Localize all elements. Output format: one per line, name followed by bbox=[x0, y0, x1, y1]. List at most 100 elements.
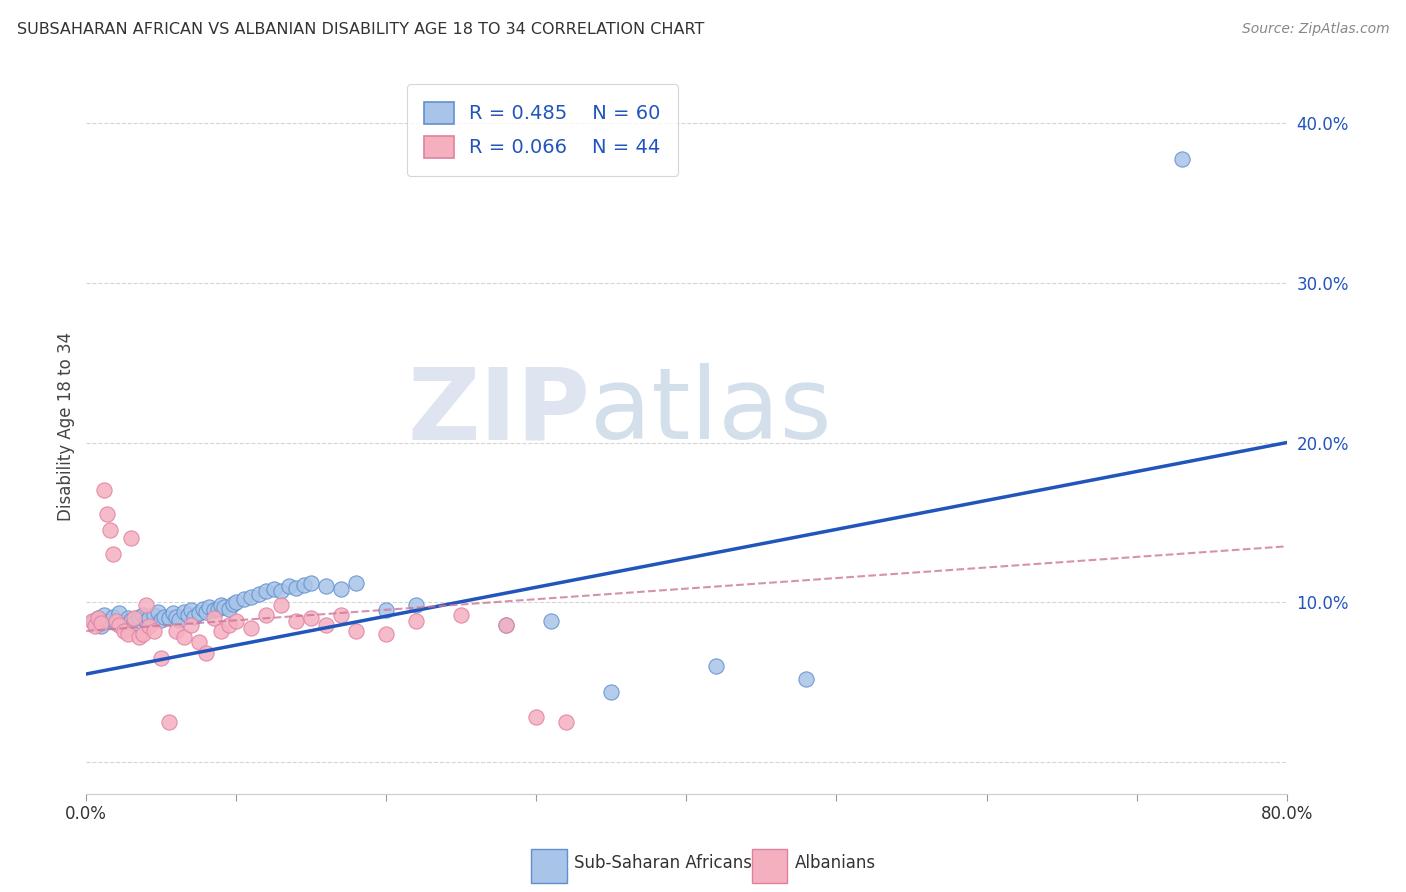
Point bbox=[495, 617, 517, 632]
Point bbox=[240, 591, 263, 605]
Point bbox=[330, 607, 353, 622]
Point bbox=[177, 607, 200, 622]
Point bbox=[157, 611, 180, 625]
Point bbox=[132, 607, 155, 622]
Point bbox=[180, 603, 202, 617]
Point bbox=[195, 605, 218, 619]
Point bbox=[135, 615, 157, 629]
Point bbox=[225, 615, 247, 629]
Point bbox=[142, 624, 165, 638]
Text: Sub-Saharan Africans: Sub-Saharan Africans bbox=[574, 855, 752, 872]
Point bbox=[83, 615, 105, 629]
Legend: R = 0.485    N = 60, R = 0.066    N = 44: R = 0.485 N = 60, R = 0.066 N = 44 bbox=[406, 84, 678, 176]
Point bbox=[375, 627, 398, 641]
Point bbox=[299, 611, 322, 625]
Point bbox=[450, 607, 472, 622]
Point bbox=[555, 714, 578, 729]
Point bbox=[165, 609, 187, 624]
Point bbox=[263, 582, 285, 597]
Point bbox=[84, 619, 107, 633]
Point bbox=[93, 607, 115, 622]
Point bbox=[165, 624, 187, 638]
Point bbox=[97, 615, 120, 629]
Point bbox=[232, 592, 254, 607]
Point bbox=[247, 587, 270, 601]
Point bbox=[108, 617, 131, 632]
Point bbox=[90, 615, 112, 630]
Point bbox=[180, 617, 202, 632]
Point bbox=[405, 599, 427, 613]
Point bbox=[292, 577, 315, 591]
Point bbox=[187, 607, 209, 621]
Point bbox=[187, 635, 209, 649]
Point bbox=[103, 547, 125, 561]
Point bbox=[108, 607, 131, 621]
Point bbox=[183, 609, 205, 624]
Point bbox=[96, 508, 118, 522]
Point bbox=[299, 576, 322, 591]
Point bbox=[240, 621, 263, 635]
Point bbox=[87, 611, 110, 625]
Text: atlas: atlas bbox=[591, 363, 832, 460]
Point bbox=[173, 605, 195, 619]
Point bbox=[202, 603, 225, 617]
Point bbox=[1170, 152, 1192, 166]
Point bbox=[526, 710, 548, 724]
Y-axis label: Disability Age 18 to 34: Disability Age 18 to 34 bbox=[58, 332, 75, 521]
Point bbox=[330, 582, 353, 597]
Point bbox=[209, 624, 232, 638]
Point bbox=[218, 601, 240, 615]
Point bbox=[105, 615, 128, 629]
Text: ZIP: ZIP bbox=[408, 363, 591, 460]
Point bbox=[153, 609, 176, 624]
Point bbox=[142, 607, 165, 622]
Point bbox=[315, 617, 337, 632]
Point bbox=[225, 595, 247, 609]
Point bbox=[82, 615, 104, 629]
Point bbox=[112, 617, 135, 632]
Point bbox=[148, 605, 170, 619]
Point bbox=[706, 659, 728, 673]
Text: Source: ZipAtlas.com: Source: ZipAtlas.com bbox=[1241, 22, 1389, 37]
Point bbox=[157, 714, 180, 729]
Point bbox=[128, 630, 150, 644]
Point bbox=[124, 611, 146, 625]
Text: Albanians: Albanians bbox=[794, 855, 876, 872]
Point bbox=[270, 599, 292, 613]
Point bbox=[162, 607, 184, 621]
Point bbox=[254, 607, 277, 622]
Point bbox=[375, 603, 398, 617]
Point bbox=[218, 617, 240, 632]
Point bbox=[150, 613, 173, 627]
Point bbox=[117, 627, 139, 641]
Point bbox=[132, 627, 155, 641]
Point bbox=[405, 615, 427, 629]
Point bbox=[117, 611, 139, 625]
Point bbox=[138, 619, 160, 633]
Point bbox=[90, 619, 112, 633]
Point bbox=[207, 601, 229, 615]
Point bbox=[135, 599, 157, 613]
Point bbox=[209, 599, 232, 613]
Point bbox=[344, 576, 367, 591]
Point bbox=[98, 524, 121, 538]
Point bbox=[87, 611, 110, 625]
Point bbox=[277, 579, 299, 593]
Point bbox=[254, 584, 277, 599]
Point bbox=[540, 615, 562, 629]
Point bbox=[214, 599, 236, 614]
Point bbox=[285, 581, 308, 595]
Point bbox=[103, 609, 125, 624]
Point bbox=[600, 684, 623, 698]
Point bbox=[193, 601, 215, 615]
Point bbox=[202, 611, 225, 625]
Text: SUBSAHARAN AFRICAN VS ALBANIAN DISABILITY AGE 18 TO 34 CORRELATION CHART: SUBSAHARAN AFRICAN VS ALBANIAN DISABILIT… bbox=[17, 22, 704, 37]
Point bbox=[120, 532, 142, 546]
Point bbox=[222, 597, 245, 611]
Point bbox=[105, 615, 128, 630]
Point bbox=[315, 579, 337, 593]
Point bbox=[270, 584, 292, 599]
Point bbox=[124, 615, 146, 630]
Point bbox=[198, 599, 221, 614]
Point bbox=[169, 613, 191, 627]
